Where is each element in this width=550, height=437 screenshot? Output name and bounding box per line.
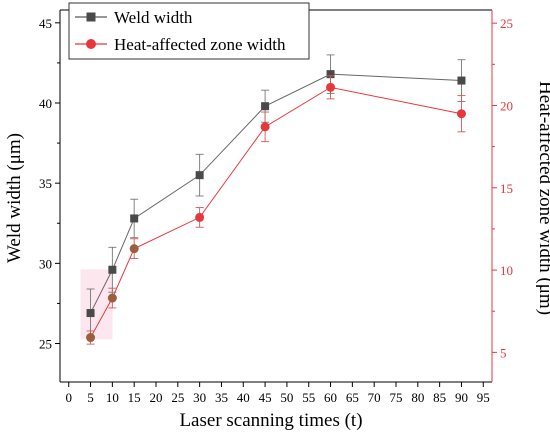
data-point [457, 76, 466, 85]
x-tick-label: 90 [455, 390, 468, 405]
left-tick-label: 25 [39, 337, 52, 352]
right-tick-label: 10 [500, 263, 513, 278]
x-tick-label: 5 [87, 390, 94, 405]
data-point [86, 333, 96, 343]
data-point [326, 70, 335, 79]
x-tick-label: 0 [65, 390, 72, 405]
x-tick-label: 55 [302, 390, 315, 405]
data-point [195, 171, 204, 180]
left-tick-label: 45 [39, 16, 52, 31]
legend-weld-label: Weld width [114, 8, 193, 27]
x-tick-label: 15 [128, 390, 141, 405]
x-tick-label: 10 [106, 390, 119, 405]
x-tick-label: 70 [368, 390, 381, 405]
axis-ticks: 0 5 10 15 20 25 30 35 40 45 50 55 60 65 70 75 80 85 90 9525… [39, 16, 513, 405]
legend-haz-marker [86, 39, 96, 49]
right-tick-label: 15 [500, 181, 513, 196]
x-tick-label: 25 [171, 390, 184, 405]
legend-box [68, 2, 310, 60]
data-point [129, 244, 139, 254]
legend: Weld width Heat-affected zone width [68, 2, 310, 60]
data-point [326, 82, 336, 92]
x-tick-label: 75 [390, 390, 403, 405]
right-axis-title: Heat-affected zone width (μm) [535, 81, 550, 315]
right-tick-label: 20 [500, 98, 513, 113]
left-tick-label: 40 [39, 96, 52, 111]
right-tick-label: 5 [500, 345, 507, 360]
data-point [86, 309, 95, 318]
data-point [107, 293, 117, 303]
data-point [195, 212, 205, 222]
data-point [260, 122, 270, 132]
x-tick-label: 65 [346, 390, 359, 405]
x-tick-label: 80 [411, 390, 424, 405]
left-tick-label: 35 [39, 176, 52, 191]
x-tick-label: 45 [259, 390, 272, 405]
x-tick-label: 95 [477, 390, 490, 405]
series-layer [86, 54, 466, 345]
data-point [108, 265, 117, 274]
x-tick-label: 20 [150, 390, 163, 405]
series-haz-width [86, 75, 466, 345]
data-point [261, 102, 270, 111]
data-point [456, 109, 466, 119]
x-tick-label: 85 [433, 390, 446, 405]
x-tick-label: 40 [237, 390, 250, 405]
right-tick-label: 25 [500, 16, 513, 31]
x-tick-label: 50 [280, 390, 293, 405]
x-tick-label: 35 [215, 390, 228, 405]
left-axis-title: Weld width (μm) [4, 133, 25, 263]
legend-weld-marker [86, 12, 96, 22]
legend-haz-label: Heat-affected zone width [114, 35, 286, 54]
x-tick-label: 30 [193, 390, 206, 405]
x-tick-label: 60 [324, 390, 337, 405]
data-point [130, 214, 139, 223]
x-axis-title: Laser scanning times (t) [179, 410, 362, 431]
left-tick-label: 30 [39, 256, 52, 271]
